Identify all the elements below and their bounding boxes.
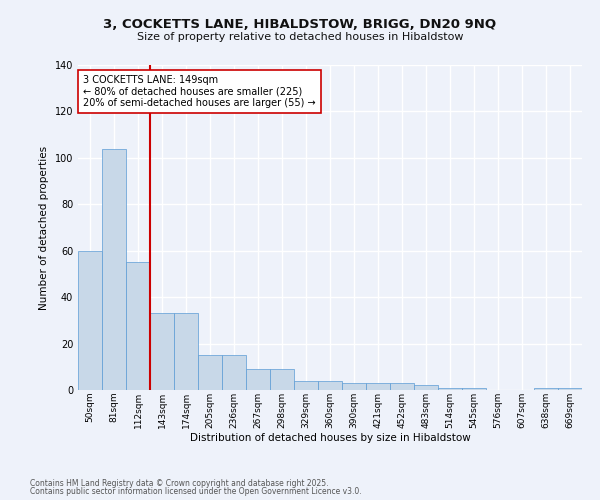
Bar (558, 388, 582, 390)
Text: 3, COCKETTS LANE, HIBALDSTOW, BRIGG, DN20 9NQ: 3, COCKETTS LANE, HIBALDSTOW, BRIGG, DN2… (103, 18, 497, 30)
Bar (150, 314, 174, 390)
Bar (126, 262, 150, 390)
Bar (342, 383, 366, 390)
Bar (78, 250, 102, 390)
Text: Contains public sector information licensed under the Open Government Licence v3: Contains public sector information licen… (30, 487, 362, 496)
X-axis label: Distribution of detached houses by size in Hibaldstow: Distribution of detached houses by size … (190, 434, 470, 444)
Bar (294, 380, 318, 390)
Bar (438, 388, 462, 390)
Text: Contains HM Land Registry data © Crown copyright and database right 2025.: Contains HM Land Registry data © Crown c… (30, 478, 329, 488)
Bar (270, 369, 294, 390)
Y-axis label: Number of detached properties: Number of detached properties (39, 146, 49, 310)
Bar (102, 148, 126, 390)
Bar (246, 369, 270, 390)
Text: Size of property relative to detached houses in Hibaldstow: Size of property relative to detached ho… (137, 32, 463, 42)
Text: 3 COCKETTS LANE: 149sqm
← 80% of detached houses are smaller (225)
20% of semi-d: 3 COCKETTS LANE: 149sqm ← 80% of detache… (83, 74, 316, 108)
Bar (198, 355, 222, 390)
Bar (534, 388, 558, 390)
Bar (462, 388, 486, 390)
Bar (390, 383, 414, 390)
Bar (174, 314, 198, 390)
Bar (222, 355, 246, 390)
Bar (414, 386, 438, 390)
Bar (366, 383, 390, 390)
Bar (318, 380, 342, 390)
